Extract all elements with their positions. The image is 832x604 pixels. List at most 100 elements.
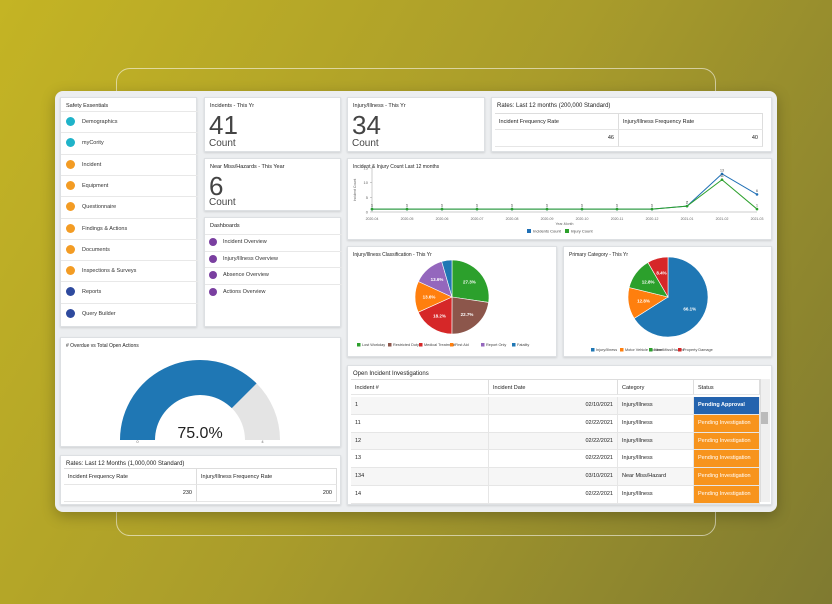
sidebar-row[interactable] [61,217,198,240]
x-tick-label: 2021-02 [716,217,729,221]
kpi-unit: Count [209,197,236,208]
sidebar-item: Documents [82,246,110,253]
data-label: 11 [720,174,724,178]
table-header: Incident Date [489,379,618,395]
sidebar-icon [66,159,75,169]
dashboard-item: Actions Overview [223,288,266,295]
x-tick-label: 2020-07 [471,217,484,221]
legend-swatch [481,343,485,347]
data-label: 1 [616,204,618,208]
sidebar-item: Reports [82,289,102,296]
dashboard-row[interactable] [205,250,342,268]
rates-title: Rates: Last 12 Months (1,000,000 Standar… [66,461,185,467]
sidebar-icon [66,244,75,254]
legend-swatch [388,343,392,347]
legend-label: Property Damage [683,348,713,352]
legend-label: Incidents Count [533,229,562,234]
legend-label: Injury Count [571,229,593,234]
table-cell: Pending Investigation [694,432,760,451]
line-chart-card: Incident & Injury Count Last 12 months [347,158,772,240]
dashboard-item: Incident Overview [223,239,267,245]
x-tick-label: 2020-09 [541,217,554,221]
data-label: 1 [511,204,513,208]
legend-label: First Aid [455,343,469,347]
table-header: Injury/Illness Frequency Rate [619,113,763,130]
point [755,207,759,211]
investigations-card: Open Incident Investigations Incident # I… [347,365,772,505]
sidebar-title: Safety Essentials [66,103,109,109]
sidebar: Safety Essentials Demographics myCority In… [60,97,198,327]
data-label: 1 [476,204,478,208]
pie-slice [451,296,489,335]
table-cell: Pending Approval [694,397,760,415]
x-tick-label: 2020-04 [366,217,379,221]
y-tick-label: 0 [366,210,369,215]
dashboard-row[interactable] [205,234,342,251]
sidebar-item: Demographics [82,119,118,125]
legend-swatch [591,348,595,352]
data-label: 1 [756,204,758,208]
dashboard-row[interactable] [205,267,342,284]
dashboard-icon [209,287,217,296]
table-cell: Injury/Illness [618,414,694,433]
legend-label: Motor Vehicle Accident [625,348,664,352]
legend-swatch [620,348,624,352]
point [510,207,514,211]
sidebar-row[interactable] [61,174,198,197]
x-axis-label: Year-Month [556,222,574,226]
data-label: 1 [476,204,478,208]
slice-label: 18.2% [433,314,446,319]
sidebar-item: Incident [82,161,102,168]
table-header: Status [694,379,760,395]
table-cell: Injury/Illness [618,450,694,469]
table-cell: Pending Investigation [694,486,760,504]
x-tick-label: 2020-08 [506,217,519,221]
sidebar-row[interactable] [61,196,198,218]
data-label: 1 [651,204,653,208]
table-cell: 02/22/2021 [489,450,618,469]
sidebar-item: Inspections & Surveys [82,268,137,275]
legend-swatch [419,343,423,347]
table-cell: 11 [351,414,489,433]
legend-label: Injury/Illness [596,348,617,352]
table-cell: 02/22/2021 [489,432,618,451]
data-label: 1 [406,204,408,208]
point [405,207,409,211]
point [720,172,724,176]
point [545,207,549,211]
rates-title: Rates: Last 12 months (200,000 Standard) [497,103,611,109]
sidebar-icon [66,287,75,297]
sidebar-row[interactable] [61,302,198,325]
sidebar-row[interactable] [61,238,198,261]
sidebar-icon [66,223,75,233]
gauge-max: 4 [261,439,264,444]
table-cell: Injury/Illness [618,432,694,451]
sidebar-row[interactable] [61,132,198,154]
sidebar-row[interactable] [61,153,198,176]
sidebar-row[interactable] [61,260,198,282]
table-header: Category [618,379,694,395]
table-cell: Pending Investigation [694,468,760,486]
sidebar-row[interactable] [61,111,198,133]
point [720,178,724,182]
x-tick-label: 2020-11 [611,217,624,221]
point [475,207,479,211]
point [615,207,619,211]
dashboard-item: Injury/Illness Overview [223,255,279,262]
point [580,207,584,211]
x-tick-label: 2020-06 [436,217,449,221]
table-cell: 134 [351,468,489,486]
legend-label: Medical Treatment [424,343,456,347]
kpi-value: 6 [209,171,224,201]
line [372,179,758,210]
data-label: 1 [581,204,583,208]
dashboard-icon [209,271,217,279]
sidebar-row[interactable] [61,281,198,303]
dashboard-row[interactable] [205,283,342,301]
rates-card: Rates: Last 12 Months (1,000,000 Standar… [60,455,341,505]
gauge-label: 75.0% [177,425,222,442]
table-cell: Near Miss/Hazard [618,468,694,486]
dashboard-icon [209,254,217,263]
table-title: Open Incident Investigations [353,371,429,377]
